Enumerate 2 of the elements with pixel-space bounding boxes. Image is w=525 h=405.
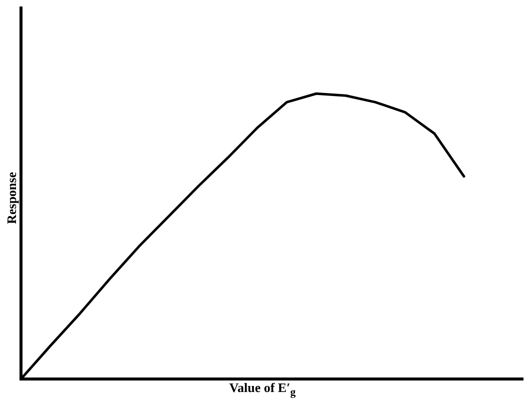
y-axis-title: Response (4, 171, 20, 226)
x-axis-title: Value of E′$_{g}$ (228, 380, 297, 399)
